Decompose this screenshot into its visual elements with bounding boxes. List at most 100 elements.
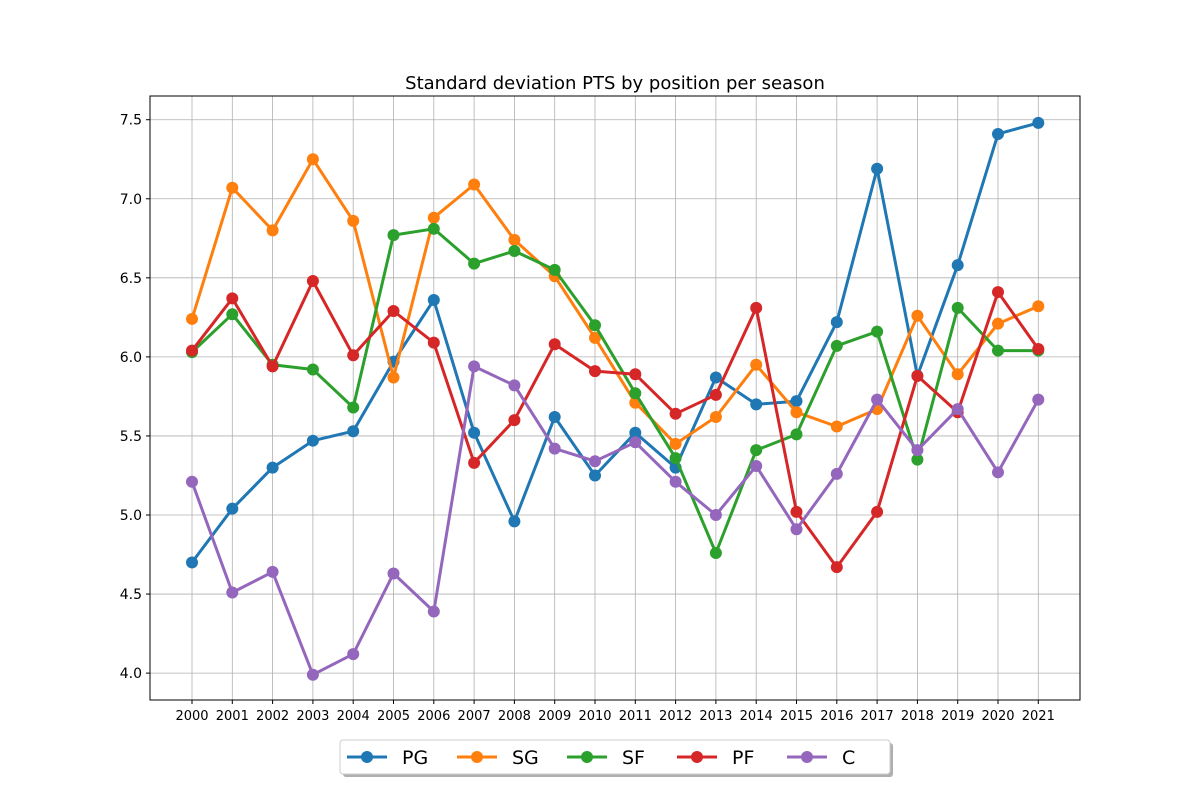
data-point-sg <box>427 211 440 224</box>
data-point-sf <box>750 444 763 457</box>
data-point-pf <box>629 368 642 381</box>
series-sf <box>186 222 1045 559</box>
legend-items: PG SG SF PF C <box>347 747 855 769</box>
x-tick-label: 2006 <box>417 709 450 724</box>
data-point-c <box>951 403 964 416</box>
data-point-c <box>589 455 601 468</box>
data-point-pf <box>226 292 239 305</box>
y-tick-label: 4.0 <box>120 666 142 682</box>
data-point-pf <box>468 456 481 469</box>
data-point-pg <box>871 162 884 175</box>
x-tick-label: 2002 <box>256 709 289 724</box>
data-point-sf <box>709 546 722 559</box>
data-point-pf <box>750 301 763 314</box>
legend-label-sg: SG <box>512 747 539 769</box>
data-point-pg <box>548 410 561 423</box>
legend-item-sg: SG <box>457 747 539 769</box>
data-point-pg <box>992 127 1004 140</box>
data-point-c <box>548 442 561 455</box>
data-point-c <box>669 475 682 488</box>
x-tick-label: 2021 <box>1022 709 1055 724</box>
data-point-pg <box>347 425 360 438</box>
legend-marker-sf <box>581 751 593 763</box>
legend-item-pf: PF <box>677 747 754 769</box>
legend-marker-c <box>801 751 813 763</box>
data-point-sf <box>871 325 884 338</box>
data-point-sf <box>427 222 440 235</box>
data-point-pf <box>1032 342 1045 355</box>
series-sg <box>186 153 1045 450</box>
series-line-pg <box>190 121 1039 564</box>
legend-box <box>339 739 891 775</box>
data-point-c <box>427 605 440 618</box>
data-point-sg <box>750 358 763 371</box>
data-point-pf <box>790 505 803 518</box>
x-tick-label: 2009 <box>538 709 571 724</box>
x-tick-label: 2001 <box>216 709 249 724</box>
data-point-c <box>871 393 884 406</box>
data-point-pg <box>629 426 642 439</box>
x-tick-label: 2012 <box>659 709 692 724</box>
y-tick-label: 6.5 <box>120 271 142 287</box>
y-tick-label: 5.5 <box>120 429 142 445</box>
series-pg <box>186 116 1045 569</box>
data-point-c <box>266 565 279 578</box>
data-point-pg <box>508 515 521 528</box>
data-point-pg <box>589 469 601 482</box>
data-point-sf <box>992 344 1004 357</box>
data-point-pf <box>709 388 722 401</box>
legend: PG SG SF PF C <box>339 739 893 777</box>
legend-item-sf: SF <box>567 747 645 769</box>
chart-title: Standard deviation PTS by position per s… <box>405 73 825 94</box>
legend-marker-pg <box>361 751 373 763</box>
data-point-pf <box>387 305 400 318</box>
data-point-c <box>709 509 722 522</box>
data-point-sf <box>508 244 521 257</box>
data-point-pg <box>427 293 440 306</box>
data-point-sg <box>306 153 319 166</box>
data-point-pf <box>830 561 843 574</box>
data-point-sg <box>387 371 400 384</box>
data-point-pf <box>306 274 319 287</box>
data-point-sg <box>830 420 843 433</box>
data-point-c <box>911 444 924 457</box>
data-point-c <box>226 586 239 599</box>
legend-item-pg: PG <box>347 747 428 769</box>
x-tick-label: 2017 <box>861 709 894 724</box>
y-tick-label: 5.0 <box>120 508 142 524</box>
data-point-pf <box>589 365 601 378</box>
data-point-sg <box>226 181 239 194</box>
data-point-pf <box>548 338 561 351</box>
data-point-pg <box>306 434 319 447</box>
data-point-sg <box>468 178 481 191</box>
series-line-sf <box>190 227 1039 555</box>
data-point-sg <box>992 317 1004 330</box>
data-point-pg <box>186 556 198 569</box>
data-point-pg <box>750 398 763 411</box>
data-point-pg <box>951 259 964 272</box>
series-line-sg <box>190 157 1039 446</box>
x-tick-label: 2008 <box>498 709 531 724</box>
x-tick-label: 2003 <box>296 709 329 724</box>
data-point-sf <box>790 428 803 441</box>
y-tick-label: 7.5 <box>120 113 142 129</box>
data-point-pg <box>709 371 722 384</box>
x-tick-label: 2007 <box>458 709 491 724</box>
data-point-sf <box>951 301 964 314</box>
series-line-pf <box>190 279 1040 569</box>
data-point-sf <box>468 257 481 270</box>
x-tick-label: 2000 <box>175 709 208 724</box>
data-point-pg <box>1032 116 1045 129</box>
legend-label-pg: PG <box>402 747 428 769</box>
data-point-pf <box>911 369 924 382</box>
data-point-sg <box>347 214 360 227</box>
data-point-pf <box>266 360 279 373</box>
data-point-sg <box>1032 300 1045 313</box>
data-point-pf <box>992 286 1004 299</box>
data-point-pf <box>427 336 440 349</box>
data-point-pg <box>226 502 239 515</box>
plot-area-frame <box>149 95 1081 701</box>
data-point-c <box>629 436 642 449</box>
